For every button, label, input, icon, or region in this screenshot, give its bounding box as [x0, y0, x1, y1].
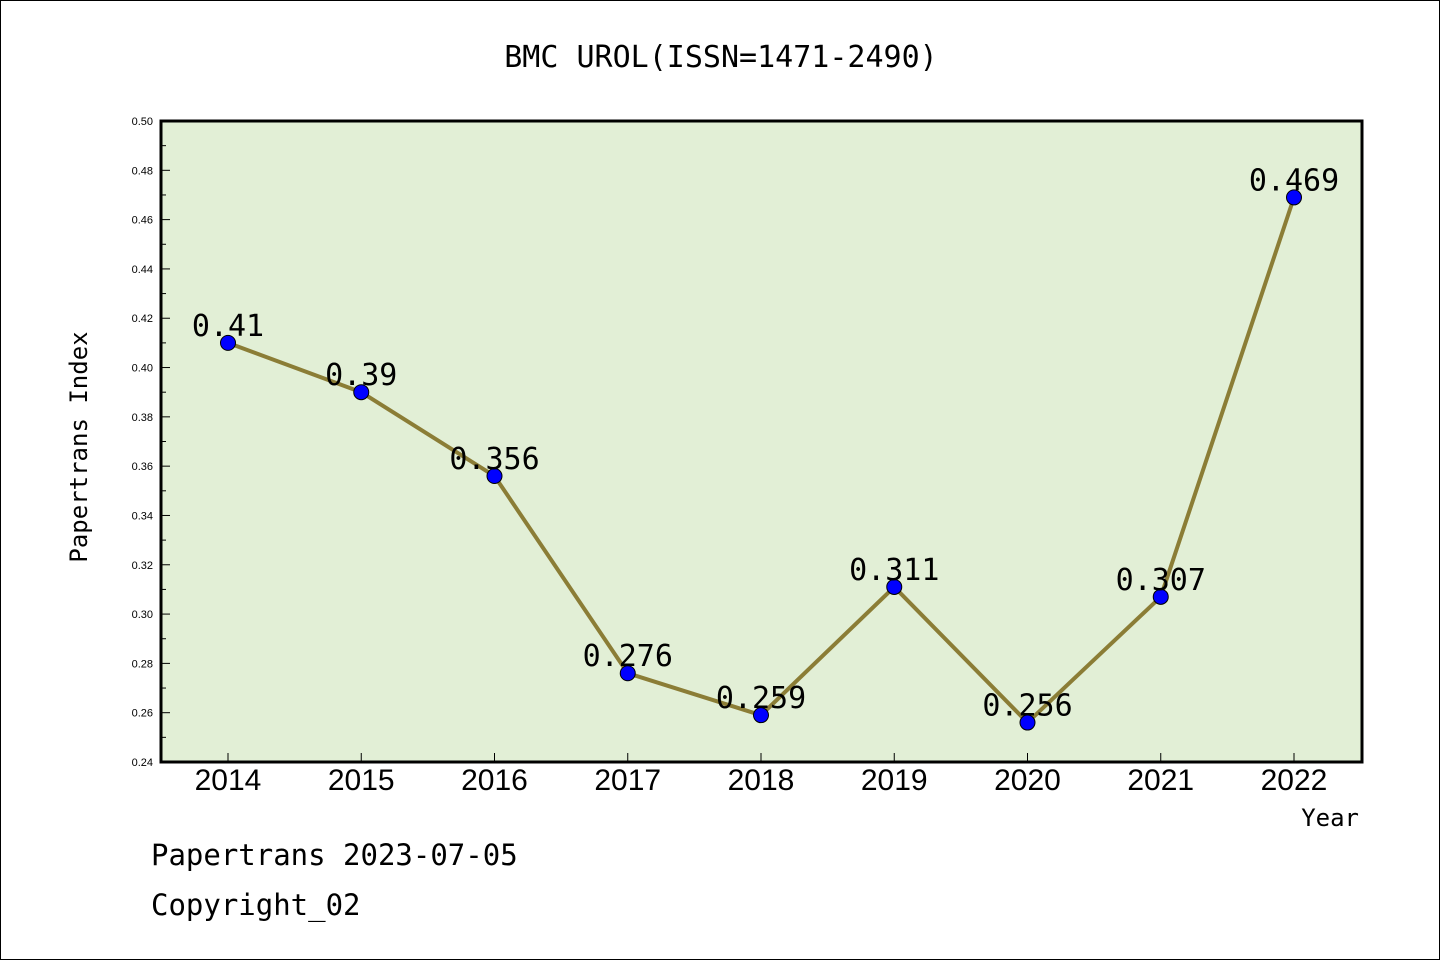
y-tick-label: 0.48: [132, 165, 153, 177]
x-tick-label: 2022: [1261, 764, 1328, 797]
y-axis-label: Papertrans Index: [65, 331, 93, 562]
data-label: 0.469: [1249, 163, 1339, 198]
x-axis: 2014 2015 2016 2017 2018 2019 2020 2021 2022: [195, 753, 1328, 797]
y-tick-label: 0.24: [132, 757, 153, 769]
data-point: [753, 707, 769, 724]
y-tick-label: 0.46: [132, 215, 153, 227]
data-point: [1286, 189, 1302, 206]
data-label: 0.41: [192, 309, 264, 344]
y-tick-label: 0.40: [132, 363, 153, 375]
footer-copyright: Copyright_02: [151, 888, 361, 923]
data-markers: [220, 189, 1302, 731]
y-tick-label: 0.50: [132, 116, 153, 128]
y-tick-label: 0.36: [132, 461, 153, 473]
y-tick-label: 0.28: [132, 658, 153, 670]
data-label: 0.256: [982, 689, 1072, 724]
x-tick-label: 2020: [994, 764, 1061, 797]
x-tick-label: 2017: [594, 764, 661, 797]
chart-title: BMC UROL(ISSN=1471-2490): [504, 40, 937, 75]
y-tick-label: 0.38: [132, 412, 153, 424]
data-point: [619, 665, 636, 682]
data-labels: 0.41 0.39 0.356 0.276 0.259 0.311 0.256 0.307 0.…: [192, 163, 1339, 723]
plot-area: [159, 119, 1364, 764]
x-tick-label: 2019: [861, 764, 928, 797]
x-tick-label: 2018: [728, 764, 795, 797]
data-label: 0.39: [325, 358, 397, 393]
data-point: [886, 578, 903, 595]
x-tick-label: 2021: [1127, 764, 1194, 797]
y-tick-label: 0.32: [132, 560, 153, 572]
x-tick-label: 2016: [461, 764, 528, 797]
x-tick-label: 2015: [328, 764, 395, 797]
data-label: 0.356: [449, 442, 539, 477]
data-label: 0.276: [583, 639, 673, 674]
data-point: [220, 334, 236, 351]
data-point: [486, 468, 503, 485]
y-axis: 0.24 0.26 0.28 0.30 0.32 0.34 0.36 0.38 0.40 0.42…: [132, 116, 170, 769]
data-point: [1019, 714, 1036, 731]
data-point: [1152, 588, 1169, 605]
x-tick-label: 2014: [195, 764, 262, 797]
y-tick-label: 0.44: [132, 264, 153, 276]
y-tick-label: 0.42: [132, 313, 153, 325]
y-tick-label: 0.26: [132, 708, 153, 720]
footer-date: Papertrans 2023-07-05: [151, 838, 518, 872]
data-label: 0.259: [716, 681, 806, 716]
x-axis-label: Year: [1301, 804, 1359, 832]
y-tick-label: 0.30: [132, 609, 153, 621]
y-tick-label: 0.34: [132, 510, 153, 522]
data-label: 0.311: [849, 553, 939, 588]
data-label: 0.307: [1116, 563, 1206, 598]
data-point: [353, 384, 370, 401]
